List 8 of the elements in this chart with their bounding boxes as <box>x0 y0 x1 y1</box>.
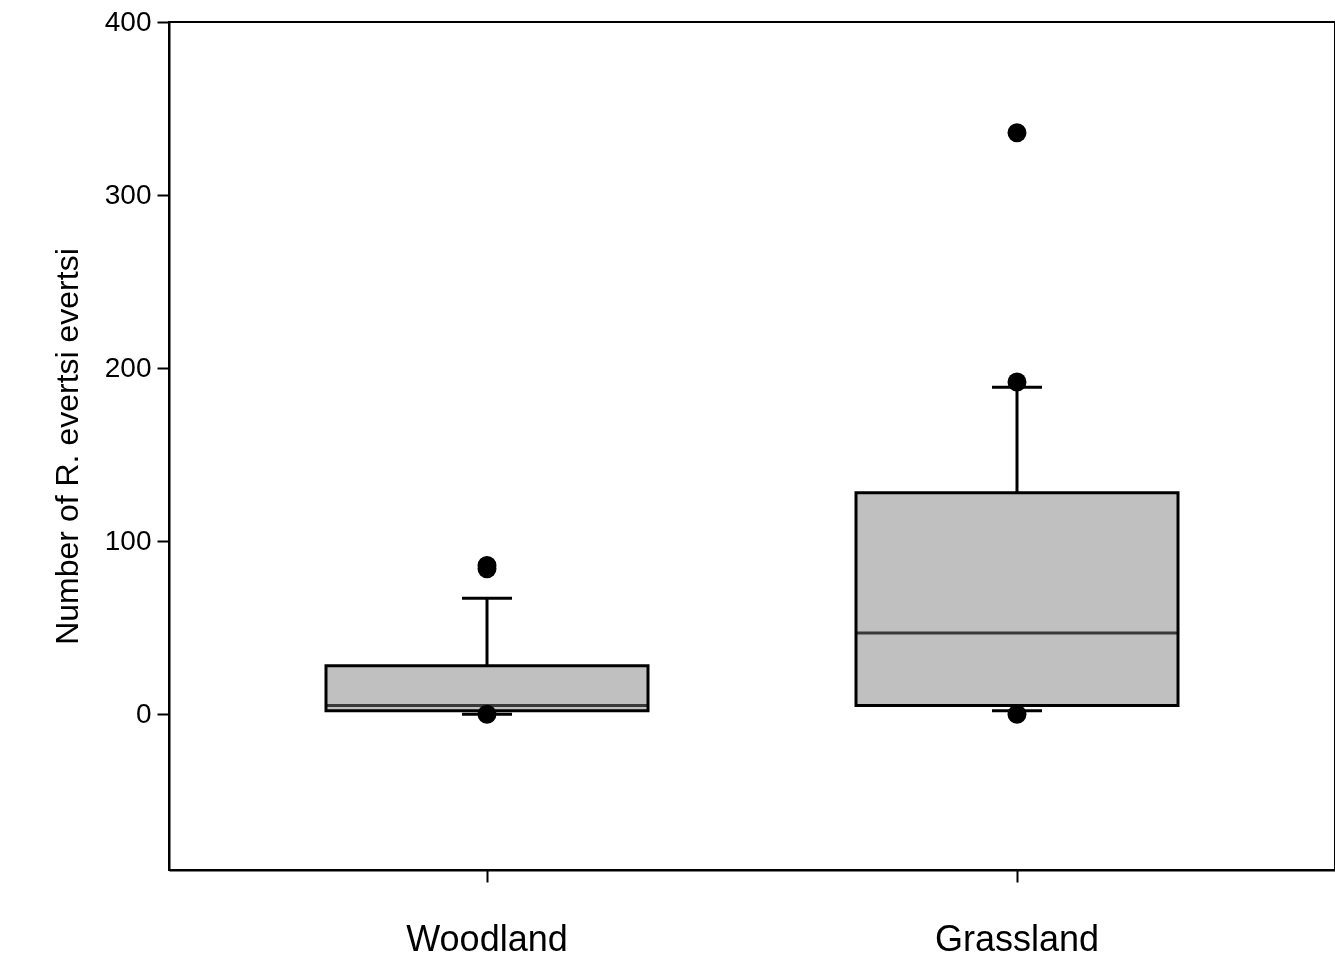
y-tick-label: 300 <box>104 178 152 210</box>
y-tick-label: 0 <box>135 697 152 729</box>
y-tick-label: 200 <box>104 351 152 383</box>
y-tick-label: 100 <box>104 524 152 556</box>
x-tick-label: Woodland <box>406 917 568 957</box>
x-tick-label: Grassland <box>934 917 1100 957</box>
y-tick-label: 400 <box>104 5 152 37</box>
y-axis-title: Number of R. evertsi evertsi <box>48 248 85 645</box>
